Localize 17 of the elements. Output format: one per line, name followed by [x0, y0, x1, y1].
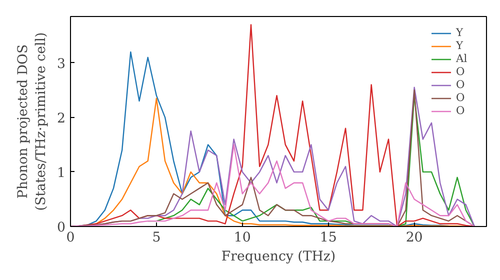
y-tick-label: 0 [57, 220, 66, 236]
y-tick-label: 2 [57, 111, 66, 126]
x-tick-label: 10 [234, 230, 251, 246]
legend-label: Al [456, 52, 468, 65]
legend-label: Y [456, 39, 464, 52]
y-axis-title: Phonon projected DOS (States/THz·primitive cell) [16, 32, 50, 211]
legend-label: O [456, 65, 466, 78]
legend-label: Y [456, 26, 464, 39]
x-tick-label: 15 [320, 230, 337, 246]
legend-label: O [456, 104, 466, 117]
y-tick-label: 3 [57, 56, 66, 72]
x-tick-label: 5 [152, 230, 161, 246]
x-tick-label: 20 [406, 230, 423, 246]
y-tick-label: 1 [57, 166, 66, 181]
legend-label: O [456, 78, 466, 91]
legend-label: O [456, 91, 466, 104]
x-axis-title: Frequency (THz) [221, 250, 336, 264]
